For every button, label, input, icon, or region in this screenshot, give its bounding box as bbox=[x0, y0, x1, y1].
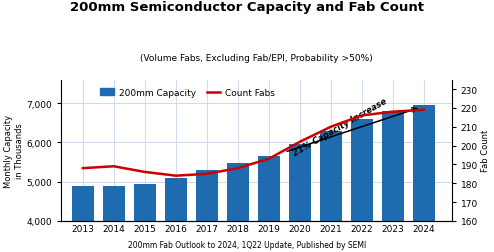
Text: 200mm Semiconductor Capacity and Fab Count: 200mm Semiconductor Capacity and Fab Cou… bbox=[70, 1, 424, 14]
Y-axis label: Monthly Capacity
in Thousands: Monthly Capacity in Thousands bbox=[4, 114, 24, 187]
Text: 21% Capacity Increase: 21% Capacity Increase bbox=[291, 96, 389, 157]
Bar bbox=[258, 156, 280, 221]
Bar bbox=[351, 119, 373, 221]
Bar bbox=[103, 186, 125, 221]
Bar bbox=[227, 163, 249, 221]
Bar bbox=[412, 106, 435, 221]
Bar bbox=[165, 178, 187, 221]
Title: (Volume Fabs, Excluding Fab/EPI, Probability >50%): (Volume Fabs, Excluding Fab/EPI, Probabi… bbox=[140, 54, 373, 63]
Bar bbox=[196, 170, 218, 221]
Bar bbox=[288, 145, 311, 221]
Legend: 200mm Capacity, Count Fabs: 200mm Capacity, Count Fabs bbox=[97, 85, 278, 101]
Bar bbox=[134, 184, 156, 221]
Bar bbox=[382, 112, 404, 221]
Bar bbox=[320, 131, 342, 221]
Text: 200mm Fab Outlook to 2024, 1Q22 Update, Published by SEMI: 200mm Fab Outlook to 2024, 1Q22 Update, … bbox=[128, 240, 366, 249]
Bar bbox=[72, 186, 94, 221]
Y-axis label: Fab Count: Fab Count bbox=[481, 130, 490, 172]
